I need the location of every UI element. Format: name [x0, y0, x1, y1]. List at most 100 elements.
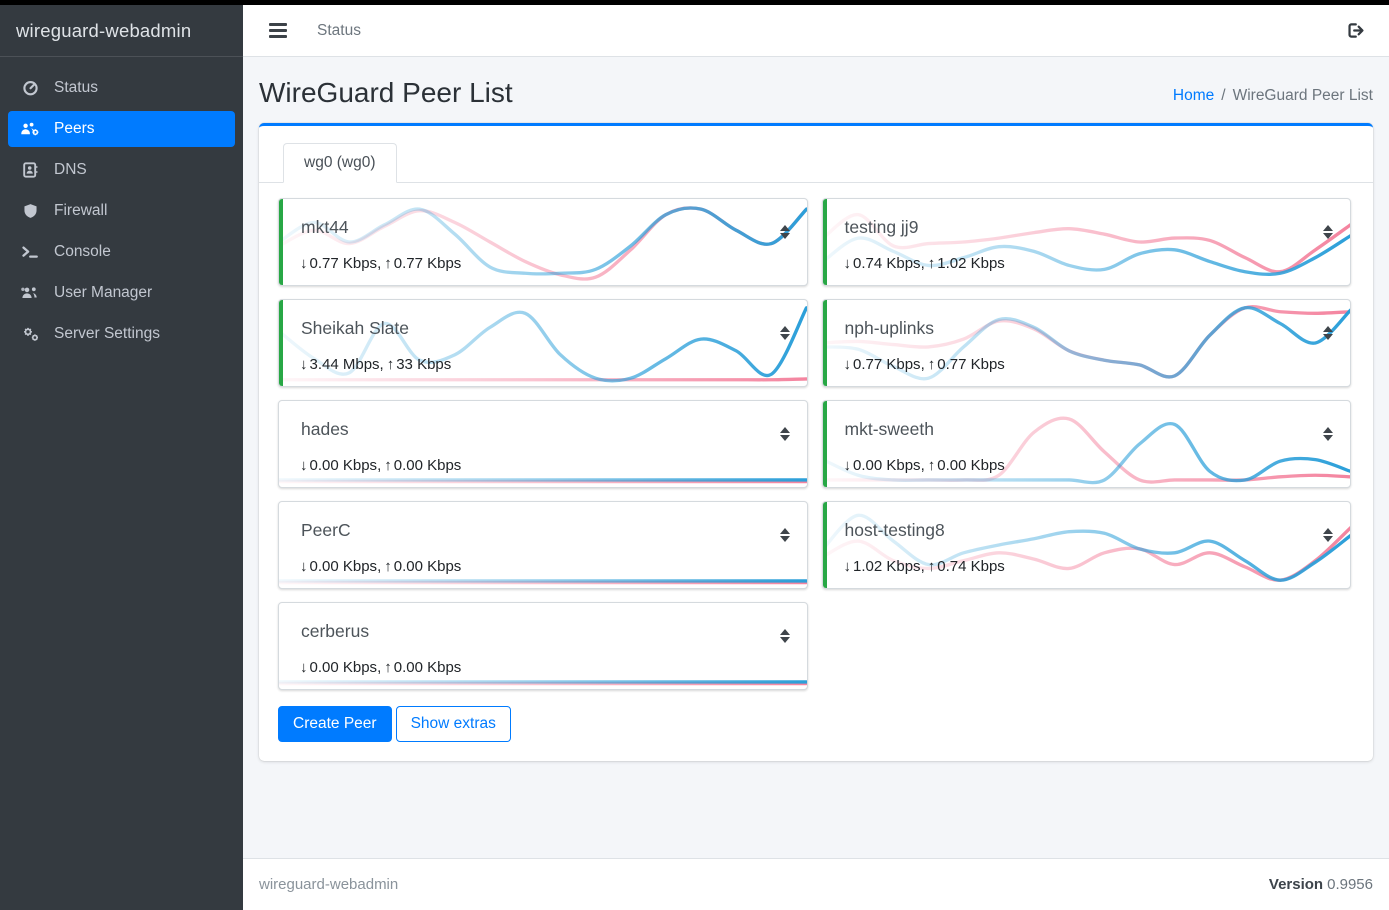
peer-rates: ↓ 0.77 Kbps, ↑ 0.77 Kbps	[843, 356, 1005, 373]
breadcrumb-current: WireGuard Peer List	[1232, 87, 1373, 104]
shield-icon	[19, 203, 41, 219]
gauge-icon	[19, 80, 41, 96]
sort-handle-icon[interactable]	[779, 528, 790, 542]
address-book-icon	[19, 162, 41, 178]
upload-rate: 0.00 Kbps	[393, 659, 462, 676]
footer-version: Version 0.9956	[1268, 876, 1373, 893]
peer-card[interactable]: Sheikah Slate ↓ 3.44 Mbps, ↑ 33 Kbps	[278, 299, 808, 387]
connected-indicator	[279, 199, 283, 285]
sort-handle-icon[interactable]	[1323, 225, 1333, 239]
traffic-sparkline	[279, 206, 807, 281]
sidebar-menu: Status Peers DNS Firewall Console User Manage…	[0, 57, 243, 357]
peer-card[interactable]: nph-uplinks ↓ 0.77 Kbps, ↑ 0.77 Kbps	[821, 299, 1351, 387]
peer-rates: ↓ 1.02 Kbps, ↑ 0.74 Kbps	[843, 558, 1005, 575]
peer-card[interactable]: testing jj9 ↓ 0.74 Kbps, ↑ 1.02 Kbps	[821, 198, 1351, 286]
peer-rates: ↓ 3.44 Mbps, ↑ 33 Kbps	[300, 356, 452, 373]
upload-rate: 0.00 Kbps	[393, 457, 462, 474]
peer-name: hades	[301, 419, 349, 439]
peer-name: PeerC	[301, 520, 351, 540]
content-area: WireGuard Peer List Home / WireGuard Pee…	[243, 57, 1389, 858]
footer: wireguard-webadmin Version 0.9956	[243, 858, 1389, 910]
sidebar-toggle-icon[interactable]	[267, 19, 289, 41]
download-rate: 0.00 Kbps	[309, 558, 378, 575]
traffic-sparkline	[822, 416, 1350, 485]
upload-rate: 33 Kbps	[396, 356, 452, 373]
connected-indicator	[822, 502, 827, 588]
peer-grid: mkt44 ↓ 0.77 Kbps, ↑ 0.77 Kbps testing jj9…	[278, 198, 1351, 690]
traffic-sparkline	[822, 212, 1350, 276]
download-arrow-icon: ↓	[300, 558, 308, 575]
tab-wg0[interactable]: wg0 (wg0)	[283, 143, 397, 183]
peer-card[interactable]: cerberus ↓ 0.00 Kbps, ↑ 0.00 Kbps	[278, 602, 808, 690]
peer-name: Sheikah Slate	[301, 318, 409, 338]
sort-handle-icon[interactable]	[779, 326, 790, 340]
upload-arrow-icon: ↑	[384, 659, 392, 676]
connected-indicator	[822, 199, 827, 285]
sidebar-item-firewall[interactable]: Firewall	[8, 193, 235, 229]
sort-handle-icon[interactable]	[1323, 326, 1333, 340]
upload-arrow-icon: ↑	[386, 356, 395, 373]
sort-handle-icon[interactable]	[1323, 528, 1333, 542]
peer-rates: ↓ 0.74 Kbps, ↑ 1.02 Kbps	[843, 255, 1005, 272]
traffic-sparkline	[279, 680, 807, 686]
download-arrow-icon: ↓	[300, 659, 308, 676]
peer-card[interactable]: hades ↓ 0.00 Kbps, ↑ 0.00 Kbps	[278, 400, 808, 488]
peer-name: host-testing8	[844, 520, 945, 540]
topbar-status-link[interactable]: Status	[317, 21, 361, 39]
download-rate: 0.77 Kbps	[309, 255, 378, 272]
upload-rate: 0.74 Kbps	[937, 558, 1005, 575]
sidebar-item-dns[interactable]: DNS	[8, 152, 235, 188]
breadcrumb: Home / WireGuard Peer List	[1173, 87, 1373, 109]
peer-rates: ↓ 0.00 Kbps, ↑ 0.00 Kbps	[300, 558, 462, 575]
download-rate: 0.00 Kbps	[309, 457, 378, 474]
download-arrow-icon: ↓	[300, 255, 308, 272]
peer-card[interactable]: PeerC ↓ 0.00 Kbps, ↑ 0.00 Kbps	[278, 501, 808, 589]
download-arrow-icon: ↓	[843, 356, 852, 373]
interfaces-card: wg0 (wg0) mkt44 ↓ 0.77 Kbps, ↑ 0.77 Kbps t…	[259, 123, 1373, 761]
users-gear-icon	[19, 121, 41, 137]
upload-arrow-icon: ↑	[927, 356, 936, 373]
peer-rates: ↓ 0.00 Kbps, ↑ 0.00 Kbps	[843, 457, 1005, 474]
gears-icon	[19, 326, 41, 342]
sidebar: wireguard-webadmin Status Peers DNS Firewal…	[0, 5, 243, 910]
brand-link[interactable]: wireguard-webadmin	[0, 5, 243, 57]
sidebar-item-console[interactable]: Console	[8, 234, 235, 270]
connected-indicator	[822, 401, 827, 487]
peer-rates: ↓ 0.77 Kbps, ↑ 0.77 Kbps	[300, 255, 462, 272]
download-arrow-icon: ↓	[843, 558, 852, 575]
sort-handle-icon[interactable]	[779, 225, 790, 239]
download-arrow-icon: ↓	[300, 457, 308, 474]
sidebar-item-label: Peers	[54, 120, 95, 137]
peer-card[interactable]: mkt-sweeth ↓ 0.00 Kbps, ↑ 0.00 Kbps	[821, 400, 1351, 488]
sidebar-item-server-settings[interactable]: Server Settings	[8, 316, 235, 352]
traffic-sparkline	[822, 304, 1350, 381]
sidebar-item-label: Status	[54, 79, 98, 96]
create-peer-button[interactable]: Create Peer	[278, 706, 392, 742]
peer-card[interactable]: host-testing8 ↓ 1.02 Kbps, ↑ 0.74 Kbps	[821, 501, 1351, 589]
peer-name: cerberus	[301, 621, 370, 641]
logout-icon[interactable]	[1347, 22, 1365, 39]
traffic-sparkline	[279, 579, 807, 585]
sort-handle-icon[interactable]	[1323, 427, 1333, 441]
peer-name: mkt44	[301, 217, 349, 237]
upload-rate: 0.77 Kbps	[937, 356, 1005, 373]
sidebar-item-user-manager[interactable]: User Manager	[8, 275, 235, 311]
peer-card[interactable]: mkt44 ↓ 0.77 Kbps, ↑ 0.77 Kbps	[278, 198, 808, 286]
sort-handle-icon[interactable]	[779, 427, 790, 441]
download-rate: 0.77 Kbps	[853, 356, 921, 373]
traffic-sparkline	[279, 306, 807, 383]
download-arrow-icon: ↓	[843, 457, 852, 474]
breadcrumb-home-link[interactable]: Home	[1172, 87, 1215, 104]
upload-rate: 0.00 Kbps	[937, 457, 1005, 474]
traffic-sparkline	[822, 513, 1350, 582]
sidebar-item-peers[interactable]: Peers	[8, 111, 235, 147]
show-extras-button[interactable]: Show extras	[395, 706, 511, 742]
sort-handle-icon[interactable]	[779, 629, 790, 643]
upload-rate: 0.77 Kbps	[393, 255, 462, 272]
sidebar-item-label: DNS	[54, 161, 87, 178]
sidebar-item-status[interactable]: Status	[8, 70, 235, 106]
download-rate: 0.00 Kbps	[853, 457, 921, 474]
upload-arrow-icon: ↑	[384, 255, 392, 272]
peer-rates: ↓ 0.00 Kbps, ↑ 0.00 Kbps	[300, 457, 462, 474]
top-black-strip	[0, 0, 1389, 5]
